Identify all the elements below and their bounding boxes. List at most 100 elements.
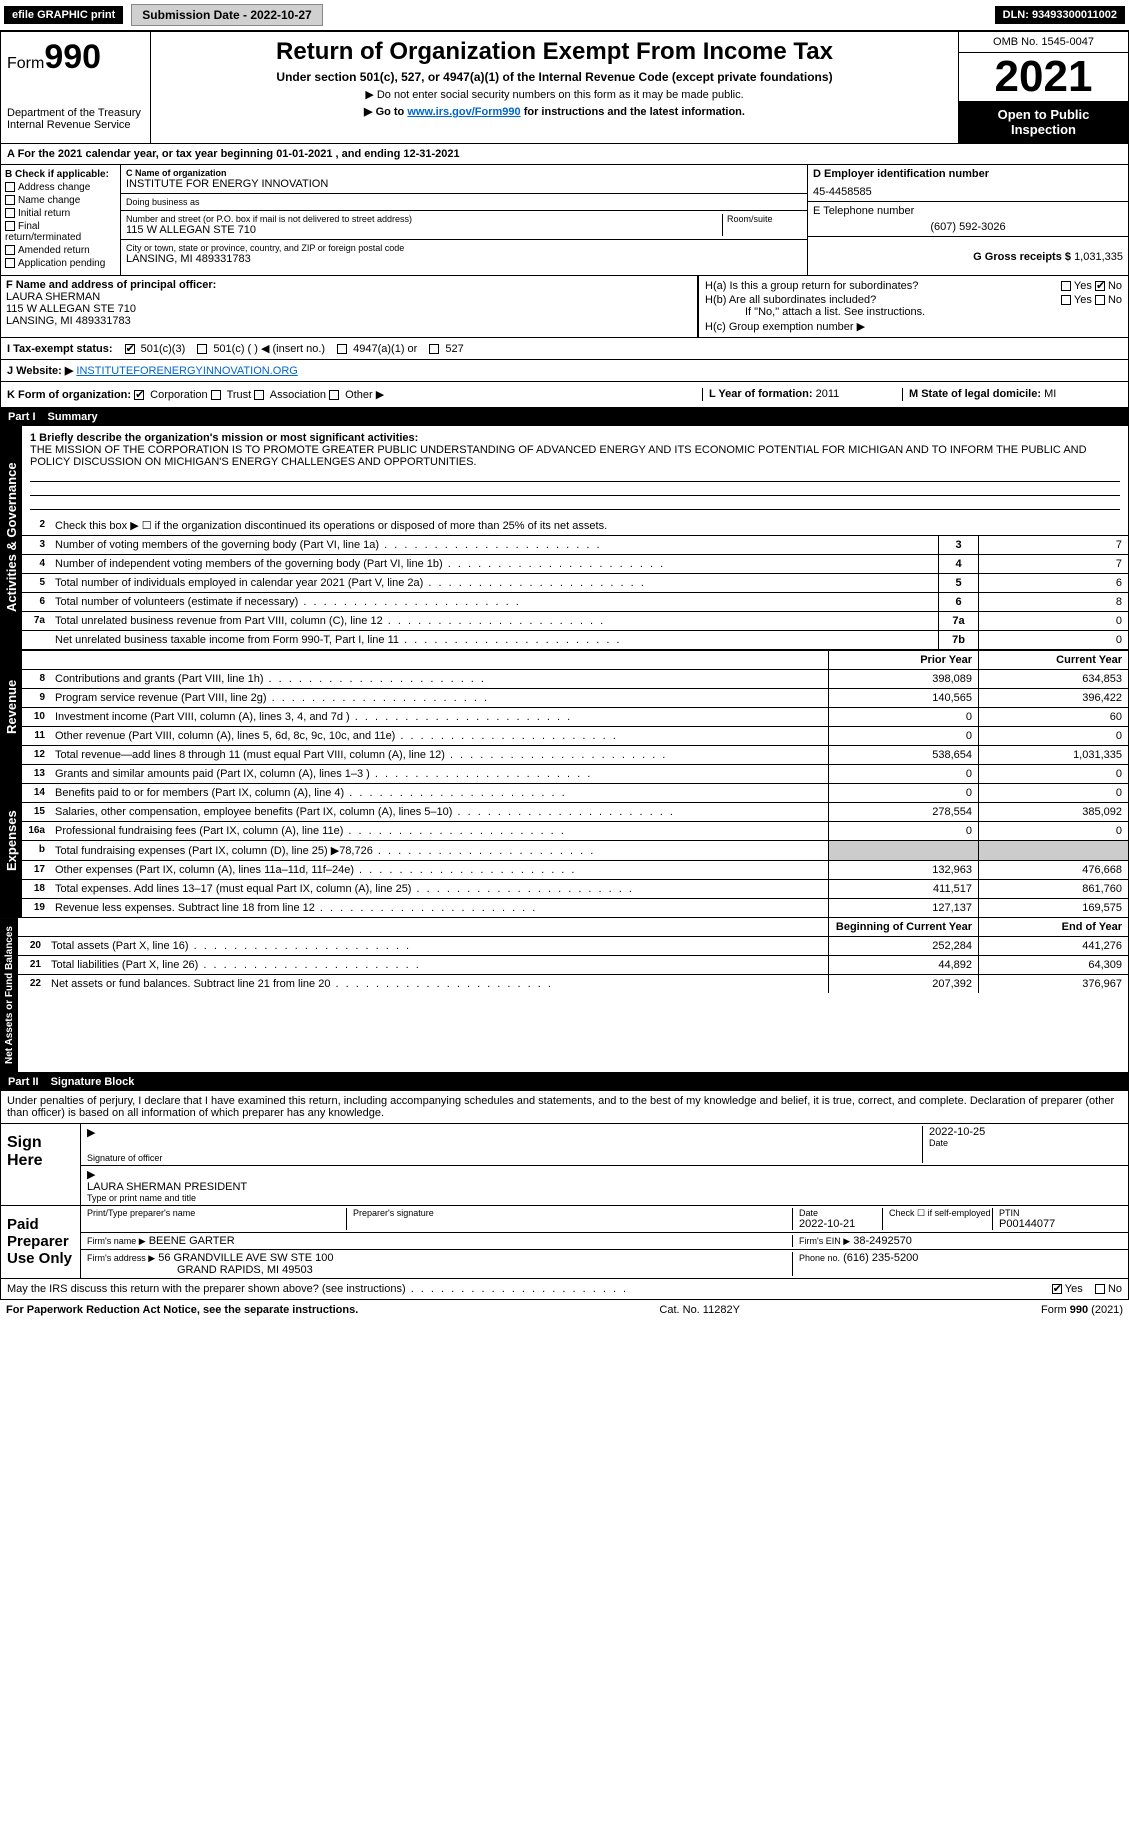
header-right: OMB No. 1545-0047 2021 Open to Public In… [958, 32, 1128, 143]
ha-yesno: Yes No [1061, 280, 1122, 292]
top-bar: efile GRAPHIC print Submission Date - 20… [0, 0, 1129, 31]
yes-label: Yes [1065, 1283, 1083, 1295]
table-row: 6Total number of volunteers (estimate if… [22, 593, 1128, 612]
ein-value: 45-4458585 [813, 186, 1123, 198]
line-desc: Net assets or fund balances. Subtract li… [46, 975, 828, 993]
form-prefix: Form [7, 55, 44, 72]
officer-name-title: LAURA SHERMAN PRESIDENT [87, 1181, 1122, 1193]
irs-link[interactable]: www.irs.gov/Form990 [407, 106, 520, 118]
prior-value: 0 [828, 727, 978, 745]
current-value: 385,092 [978, 803, 1128, 821]
goto-post: for instructions and the latest informat… [521, 106, 745, 118]
opt-501c3[interactable]: 501(c)(3) [125, 343, 186, 355]
klm-row: K Form of organization: Corporation Trus… [0, 382, 1129, 408]
table-row: 5Total number of individuals employed in… [22, 574, 1128, 593]
paid-preparer-block: Paid Preparer Use Only Print/Type prepar… [0, 1206, 1129, 1279]
city-label: City or town, state or province, country… [126, 243, 802, 253]
table-row: 9Program service revenue (Part VIII, lin… [22, 689, 1128, 708]
expenses-block: Expenses 13Grants and similar amounts pa… [0, 765, 1129, 918]
header-left: Form990 Department of the Treasury Inter… [1, 32, 151, 143]
footer-left: For Paperwork Reduction Act Notice, see … [6, 1304, 358, 1316]
chk-initial-return[interactable]: Initial return [5, 208, 116, 219]
chk-name-change[interactable]: Name change [5, 195, 116, 206]
firm-addr1: 56 GRANDVILLE AVE SW STE 100 [158, 1252, 333, 1264]
line-box: 4 [938, 555, 978, 573]
prep-phone-label: Phone no. [799, 1253, 840, 1263]
line-desc: Number of independent voting members of … [50, 555, 938, 573]
line-num: 14 [22, 784, 50, 802]
line-num: 8 [22, 670, 50, 688]
paid-prep-label: Paid Preparer Use Only [1, 1206, 81, 1278]
chk-label: Address change [18, 182, 90, 193]
chk-amended[interactable]: Amended return [5, 245, 116, 256]
line-num: 17 [22, 861, 50, 879]
current-value: 634,853 [978, 670, 1128, 688]
prior-value: 0 [828, 765, 978, 783]
line-value: 8 [978, 593, 1128, 611]
current-value: 0 [978, 822, 1128, 840]
officer-addr2: LANSING, MI 489331783 [6, 315, 692, 327]
form-title: Return of Organization Exempt From Incom… [157, 38, 952, 66]
prior-value: 0 [828, 784, 978, 802]
org-name: INSTITUTE FOR ENERGY INNOVATION [126, 178, 802, 190]
line-num: 20 [18, 937, 46, 955]
part1-header: Part I Summary [0, 408, 1129, 426]
phone-value: (607) 592-3026 [813, 221, 1123, 233]
line-desc: Total number of individuals employed in … [50, 574, 938, 592]
line-desc: Program service revenue (Part VIII, line… [50, 689, 828, 707]
footer-mid: Cat. No. 11282Y [659, 1304, 740, 1316]
mission-text: THE MISSION OF THE CORPORATION IS TO PRO… [30, 444, 1120, 468]
opt-527[interactable]: 527 [429, 343, 463, 355]
col-boy: Beginning of Current Year [828, 918, 978, 936]
room-label: Room/suite [727, 214, 802, 224]
chk-label: Initial return [18, 208, 70, 219]
current-value: 476,668 [978, 861, 1128, 879]
prior-value: 44,892 [828, 956, 978, 974]
opt-other[interactable]: Other ▶ [329, 389, 384, 401]
opt-assoc[interactable]: Association [254, 389, 326, 401]
line-num: 4 [22, 555, 50, 573]
prior-value: 127,137 [828, 899, 978, 917]
chk-application-pending[interactable]: Application pending [5, 258, 116, 269]
prior-value [828, 841, 978, 860]
line-desc: Other revenue (Part VIII, column (A), li… [50, 727, 828, 745]
line-box: 7b [938, 631, 978, 649]
hb-label: H(b) Are all subordinates included? [705, 294, 876, 306]
goto-note: ▶ Go to www.irs.gov/Form990 for instruct… [157, 105, 952, 118]
footer-right: Form 990 (2021) [1041, 1304, 1123, 1316]
omb-number: OMB No. 1545-0047 [959, 32, 1128, 53]
line-desc: Investment income (Part VIII, column (A)… [50, 708, 828, 726]
opt-trust[interactable]: Trust [211, 389, 252, 401]
opt-corp[interactable]: Corporation [134, 389, 208, 401]
form-990-num: 990 [44, 38, 101, 76]
prior-value: 252,284 [828, 937, 978, 955]
table-row: 17Other expenses (Part IX, column (A), l… [22, 861, 1128, 880]
year-footer: 2021 [1095, 1304, 1119, 1316]
table-row: 11Other revenue (Part VIII, column (A), … [22, 727, 1128, 746]
revenue-block: Revenue Prior Year Current Year 8Contrib… [0, 650, 1129, 765]
opt-4947[interactable]: 4947(a)(1) or [337, 343, 417, 355]
website-link[interactable]: INSTITUTEFORENERGYINNOVATION.ORG [76, 365, 297, 377]
chk-label: Final return/terminated [5, 221, 81, 243]
table-row: 21Total liabilities (Part X, line 26)44,… [18, 956, 1128, 975]
opt-501c[interactable]: 501(c) ( ) ◀ (insert no.) [197, 342, 325, 355]
submission-date-button[interactable]: Submission Date - 2022-10-27 [131, 4, 322, 26]
form-subtitle: Under section 501(c), 527, or 4947(a)(1)… [157, 70, 952, 84]
chk-label: Application pending [18, 258, 105, 269]
line-num [22, 631, 50, 649]
expenses-tab: Expenses [1, 765, 22, 917]
line-num: 6 [22, 593, 50, 611]
chk-final-return[interactable]: Final return/terminated [5, 221, 116, 243]
line-num: 2 [22, 516, 50, 535]
chk-address-change[interactable]: Address change [5, 182, 116, 193]
city-value: LANSING, MI 489331783 [126, 253, 802, 265]
yes-label: Yes [1074, 294, 1092, 306]
chk-label: Name change [18, 195, 80, 206]
line-num: 7a [22, 612, 50, 630]
line-num: 10 [22, 708, 50, 726]
current-value: 376,967 [978, 975, 1128, 993]
table-row: 16aProfessional fundraising fees (Part I… [22, 822, 1128, 841]
domicile-value: MI [1044, 388, 1056, 400]
discuss-text: May the IRS discuss this return with the… [7, 1283, 628, 1295]
firm-name-label: Firm's name ▶ [87, 1236, 146, 1246]
